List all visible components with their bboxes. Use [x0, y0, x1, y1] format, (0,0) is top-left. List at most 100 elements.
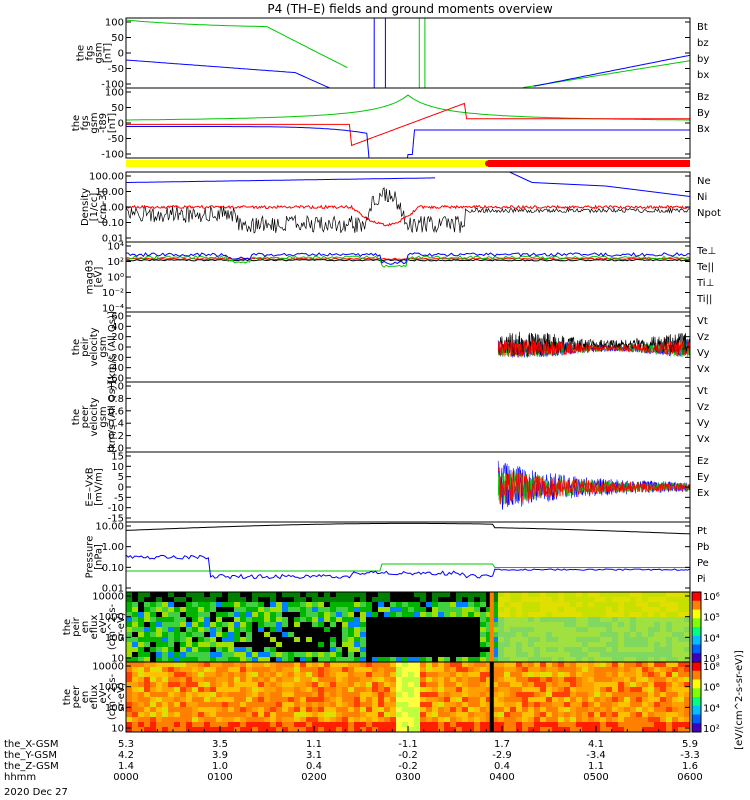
spec-cell: [264, 707, 271, 713]
spec-cell: [624, 642, 631, 648]
spec-cell: [294, 622, 301, 628]
spec-cell: [606, 597, 613, 603]
spec-cell: [522, 647, 529, 653]
spec-cell: [432, 702, 439, 708]
spec-cell: [180, 677, 187, 683]
spec-cell: [678, 642, 685, 648]
spec-cell: [288, 682, 295, 688]
y-axis-label: Pressure[nPa]: [85, 536, 105, 579]
y-label-line: (cm^2-s-: [107, 673, 118, 720]
spec-cell: [372, 617, 379, 623]
spec-cell: [138, 702, 145, 708]
spec-cell: [540, 662, 547, 668]
y-tick-label: 0: [118, 119, 124, 130]
spec-cell: [654, 617, 661, 623]
spec-cell: [150, 697, 157, 703]
spec-cell: [336, 677, 343, 683]
spec-cell: [300, 637, 307, 643]
spec-cell: [228, 597, 235, 603]
spec-cell: [132, 672, 139, 678]
spec-cell: [126, 697, 133, 703]
ephemeris-value: -3.4: [586, 750, 606, 761]
spec-cell: [450, 637, 457, 643]
spec-cell: [222, 722, 229, 728]
spec-cell: [450, 632, 457, 638]
spec-cell: [552, 702, 559, 708]
spec-cell: [180, 717, 187, 723]
spec-cell: [360, 592, 367, 598]
spec-cell: [300, 622, 307, 628]
spec-cell: [294, 617, 301, 623]
spec-cell: [648, 667, 655, 673]
spec-cell: [630, 727, 637, 732]
spec-cell: [252, 702, 259, 708]
spec-cell: [528, 642, 535, 648]
spec-cell: [396, 682, 403, 688]
spec-cell: [132, 687, 139, 693]
spec-cell: [186, 717, 193, 723]
spec-cell: [606, 627, 613, 633]
spec-cell: [678, 687, 685, 693]
spec-cell: [414, 632, 421, 638]
spec-cell: [426, 687, 433, 693]
spec-cell: [288, 727, 295, 732]
spec-cell: [432, 677, 439, 683]
spec-cell: [288, 602, 295, 608]
spec-cell: [132, 662, 139, 668]
spec-cell: [306, 692, 313, 698]
spec-cell: [618, 617, 625, 623]
spec-cell: [330, 597, 337, 603]
spec-cell: [546, 642, 553, 648]
spec-cell: [324, 682, 331, 688]
spec-cell: [588, 597, 595, 603]
spec-cell: [336, 722, 343, 728]
x-tick-label: 0600: [677, 772, 702, 783]
spec-cell: [534, 722, 541, 728]
spec-cell: [174, 642, 181, 648]
spec-cell: [378, 592, 385, 598]
spec-cell: [288, 627, 295, 633]
spec-cell: [558, 712, 565, 718]
spec-cell: [468, 592, 475, 598]
spec-cell: [354, 642, 361, 648]
spec-cell: [630, 707, 637, 713]
spec-cell: [408, 697, 415, 703]
spec-cell: [378, 632, 385, 638]
spec-cell: [414, 612, 421, 618]
spec-cell: [492, 612, 499, 618]
spec-cell: [468, 612, 475, 618]
spec-cell: [372, 642, 379, 648]
spec-cell: [210, 692, 217, 698]
spec-cell: [480, 662, 487, 668]
spec-cell: [144, 612, 151, 618]
colorbar-segment: [692, 705, 701, 715]
spec-cell: [576, 597, 583, 603]
spec-cell: [234, 617, 241, 623]
spec-cell: [426, 707, 433, 713]
spec-cell: [240, 667, 247, 673]
spec-cell: [156, 617, 163, 623]
y-tick-label: -60: [108, 374, 124, 385]
spec-cell: [186, 622, 193, 628]
spec-cell: [636, 692, 643, 698]
spec-cell: [282, 607, 289, 613]
spec-cell: [474, 707, 481, 713]
spec-cell: [516, 717, 523, 723]
spec-cell: [198, 687, 205, 693]
spec-cell: [666, 727, 673, 732]
spec-cell: [390, 667, 397, 673]
spec-cell: [342, 592, 349, 598]
spec-cell: [438, 697, 445, 703]
spec-cell: [462, 712, 469, 718]
spec-cell: [252, 617, 259, 623]
y-label-line: -t89: [98, 113, 109, 133]
spec-cell: [186, 722, 193, 728]
spec-cell: [516, 652, 523, 658]
spec-cell: [642, 592, 649, 598]
spec-cell: [408, 717, 415, 723]
spec-cell: [168, 717, 175, 723]
spec-cell: [480, 677, 487, 683]
spec-cell: [312, 632, 319, 638]
spec-cell: [636, 677, 643, 683]
legend-entry: bx: [697, 70, 709, 81]
